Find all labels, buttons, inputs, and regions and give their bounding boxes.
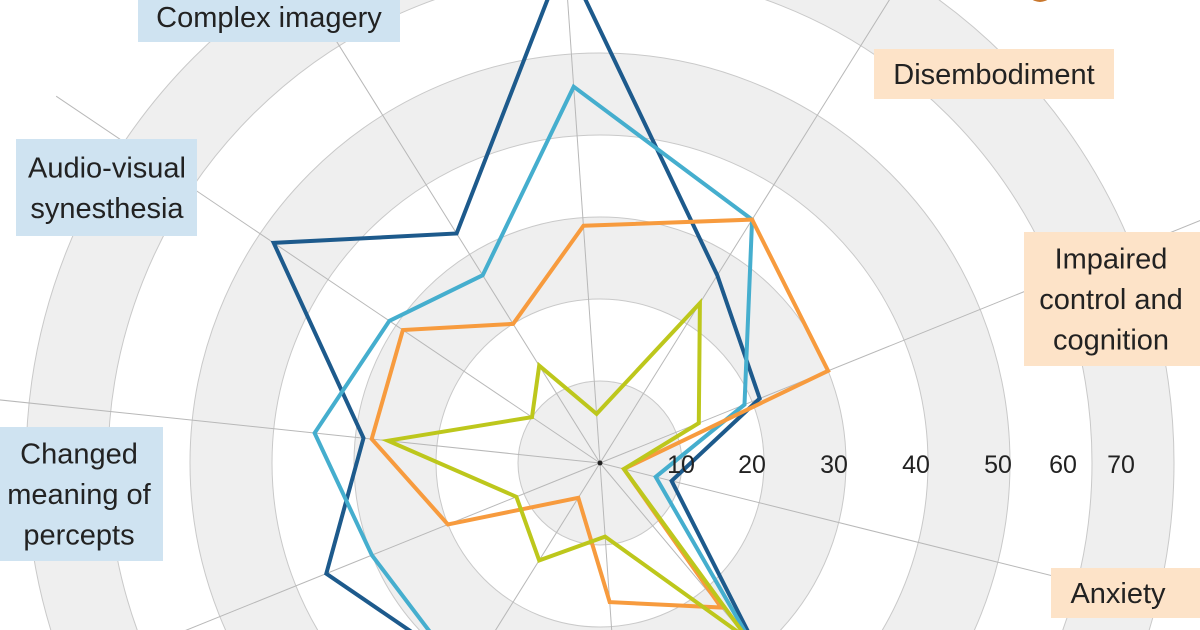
axis-spoke xyxy=(599,0,890,464)
category-disembodiment: Disembodiment xyxy=(874,49,1114,99)
axis-spoke xyxy=(567,0,601,464)
series-dark-blue xyxy=(270,0,763,630)
axis-spoke xyxy=(599,462,741,630)
category-label-line: synesthesia xyxy=(30,193,184,225)
category-label-line: meaning of xyxy=(7,479,151,511)
series-orange xyxy=(369,217,831,610)
tick-label-20: 20 xyxy=(738,451,766,479)
tick-label-10: 10 xyxy=(667,451,695,479)
category-label-line: Anxiety xyxy=(1070,578,1166,610)
category-box xyxy=(138,0,400,42)
center-dot xyxy=(597,460,603,466)
category-box xyxy=(1024,232,1200,366)
axis-spoke xyxy=(495,462,601,630)
tick-label-30: 30 xyxy=(820,451,848,479)
tick-label-70: 70 xyxy=(1107,451,1135,479)
category-anxiety: Anxiety xyxy=(1051,568,1200,618)
corner-marker xyxy=(1032,0,1048,2)
category-complex-imagery: Complex imagery xyxy=(138,0,400,42)
tick-label-40: 40 xyxy=(902,451,930,479)
category-box xyxy=(0,427,163,561)
category-label-line: Complex imagery xyxy=(156,2,382,34)
series-light-blue xyxy=(312,83,755,630)
category-label-line: control and xyxy=(1039,284,1183,316)
category-label-line: Disembodiment xyxy=(893,59,1094,91)
category-label-line: Impaired xyxy=(1055,244,1168,276)
axis-spoke xyxy=(599,462,613,630)
category-box xyxy=(1051,568,1200,618)
category-label-line: Audio-visual xyxy=(28,152,186,184)
category-impaired-control: Impaired control and cognition xyxy=(1024,232,1200,366)
category-box xyxy=(16,139,197,236)
tick-label-50: 50 xyxy=(984,451,1012,479)
category-box xyxy=(874,49,1114,99)
category-label-line: Changed xyxy=(20,439,138,471)
series-yellow-green xyxy=(380,297,744,630)
category-audio-visual: Audio-visual synesthesia xyxy=(16,139,197,236)
axis-spoke xyxy=(0,399,601,464)
tick-label-60: 60 xyxy=(1049,451,1077,479)
category-label-line: cognition xyxy=(1053,325,1169,357)
category-changed-meaning: Changed meaning of percepts xyxy=(0,427,163,561)
category-label-line: percepts xyxy=(23,520,134,552)
axis-spoke xyxy=(185,462,601,630)
